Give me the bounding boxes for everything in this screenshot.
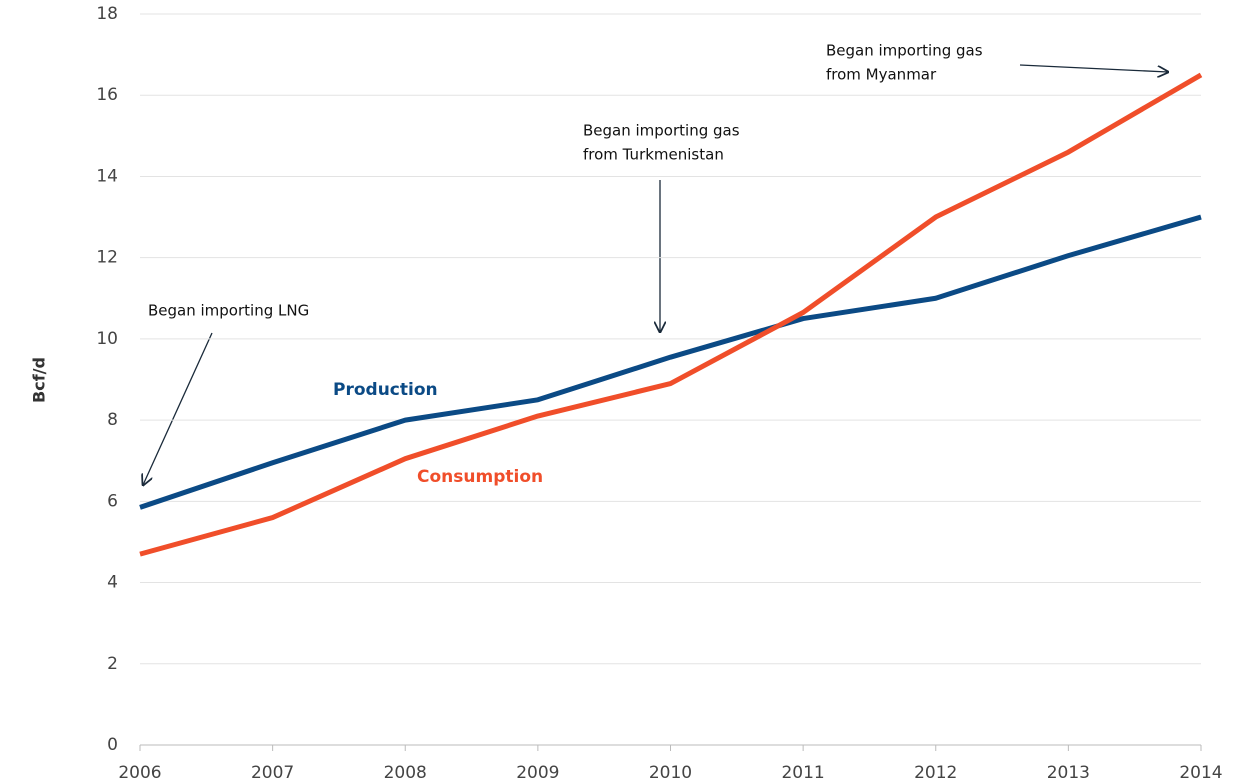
annotation: from Turkmenistan: [583, 146, 724, 164]
y-tick-label: 8: [107, 410, 118, 430]
x-tick-label: 2008: [384, 763, 427, 783]
series-label: Consumption: [417, 467, 543, 487]
series-label: Production: [333, 380, 438, 400]
annotation: Began importing gas: [583, 122, 740, 140]
series-line: [139, 214, 1202, 510]
y-tick-label: 12: [96, 248, 118, 268]
annotation: from Myanmar: [826, 66, 937, 84]
annotation: Began importing LNG: [148, 302, 309, 320]
x-tick-label: 2014: [1179, 763, 1222, 783]
x-tick-label: 2006: [118, 763, 161, 783]
y-tick-label: 4: [107, 573, 118, 593]
x-tick-label: 2012: [914, 763, 957, 783]
y-tick-label: 14: [96, 166, 118, 186]
y-tick-label: 2: [107, 654, 118, 674]
series-line: [139, 72, 1203, 557]
x-tick-label: 2009: [516, 763, 559, 783]
x-tick-label: 2010: [649, 763, 692, 783]
x-tick-label: 2011: [781, 763, 824, 783]
x-tick-label: 2013: [1047, 763, 1090, 783]
y-axis-label: Bcf/d: [30, 357, 49, 403]
arrow: [143, 332, 213, 485]
y-tick-label: 16: [96, 85, 118, 105]
y-tick-label: 18: [96, 4, 118, 24]
y-tick-label: 10: [96, 329, 118, 349]
y-tick-label: 6: [107, 491, 118, 511]
arrow: [1019, 64, 1168, 72]
y-tick-label: 0: [107, 735, 118, 755]
annotation: Began importing gas: [826, 42, 983, 60]
x-tick-label: 2007: [251, 763, 294, 783]
